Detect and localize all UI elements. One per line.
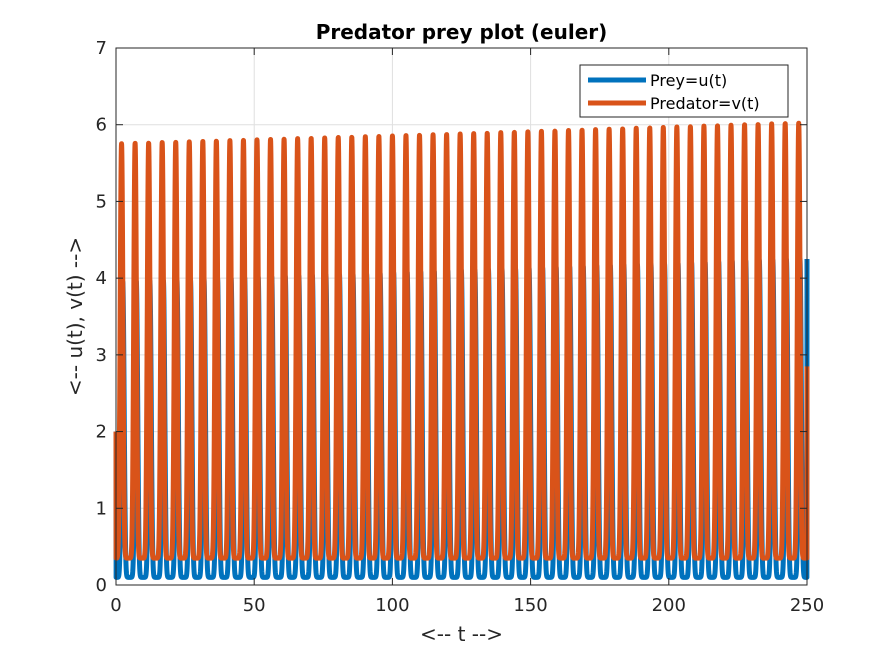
legend-box: [579, 64, 789, 118]
y-tick-label: 7: [96, 38, 107, 59]
legend-label-predator: Predator=v(t): [650, 94, 760, 113]
y-tick-label: 4: [96, 268, 107, 289]
y-tick-label: 1: [96, 498, 107, 519]
x-axis-label: <-- t -->: [420, 622, 503, 646]
series-line-predator: [113, 120, 810, 561]
x-tick-label: 250: [790, 595, 824, 616]
y-tick-label: 3: [96, 345, 107, 366]
y-tick-label: 6: [96, 115, 107, 136]
legend-label-prey: Prey=u(t): [650, 71, 727, 90]
y-axis-label: <-- u(t), v(t) -->: [63, 237, 87, 396]
chart-title: Predator prey plot (euler): [316, 20, 608, 44]
y-tick-label: 0: [96, 575, 107, 596]
y-tick-label: 5: [96, 191, 107, 212]
plot-frame: [115, 47, 808, 586]
axis-ticks: 0 50 100 150 200 250 0 1 2 3 4 5 6 7: [96, 38, 825, 616]
x-tick-label: 150: [513, 595, 547, 616]
y-tick-label: 2: [96, 422, 107, 443]
series-lines: [113, 120, 810, 580]
x-tick-label: 200: [652, 595, 686, 616]
x-tick-label: 100: [375, 595, 409, 616]
x-tick-label: 0: [110, 595, 121, 616]
legend: Prey=u(t) Predator=v(t): [579, 64, 789, 118]
x-tick-label: 50: [243, 595, 266, 616]
